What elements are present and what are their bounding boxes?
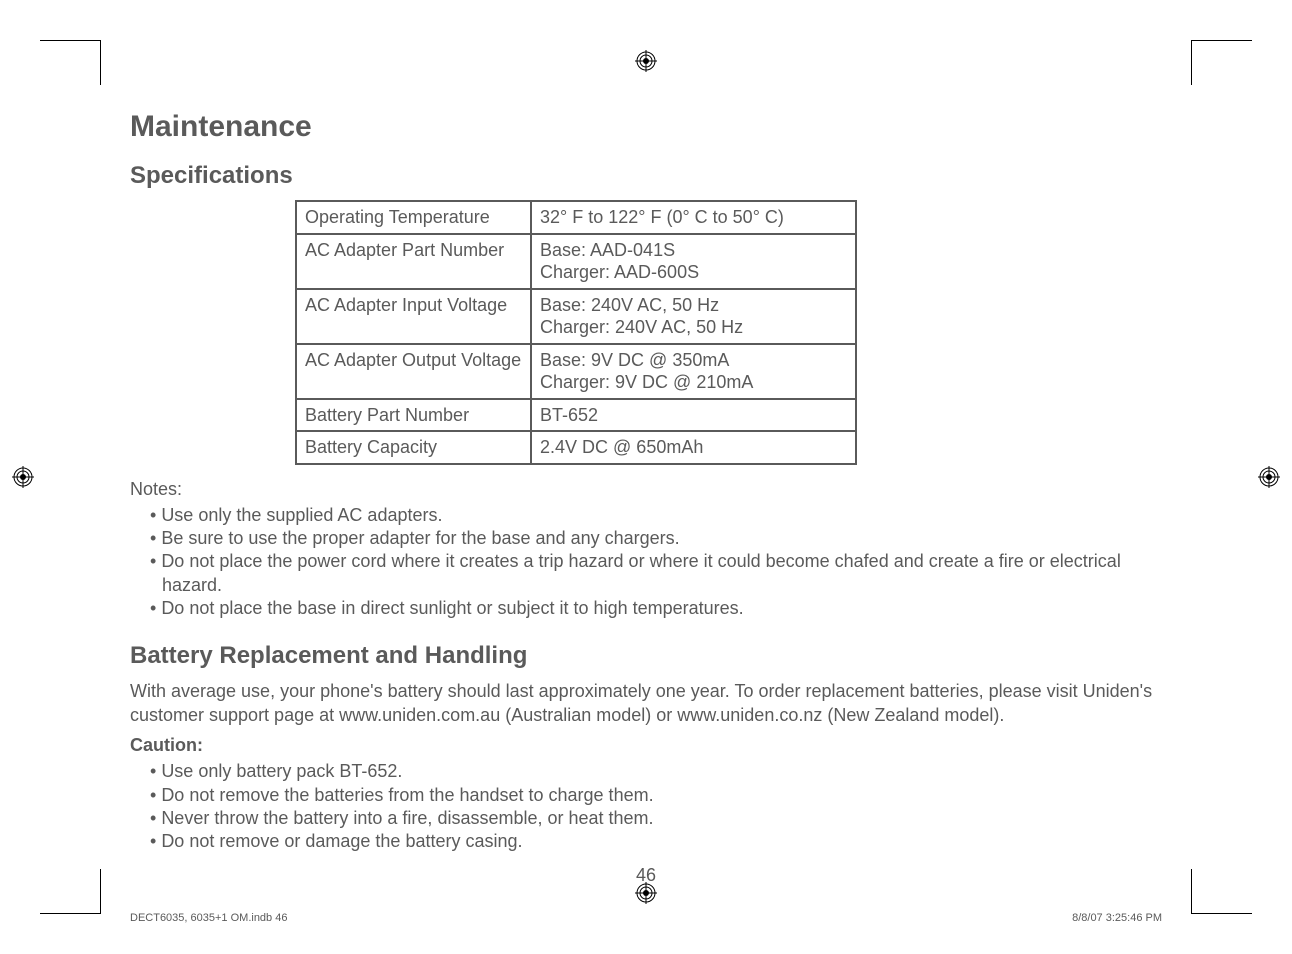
table-row: Battery Part NumberBT-652 [296, 399, 856, 432]
spec-label: AC Adapter Output Voltage [296, 344, 531, 399]
registration-mark-icon [635, 50, 657, 72]
table-row: Operating Temperature32° F to 122° F (0°… [296, 201, 856, 234]
specifications-table: Operating Temperature32° F to 122° F (0°… [295, 200, 857, 465]
table-row: AC Adapter Part NumberBase: AAD-041SChar… [296, 234, 856, 289]
spec-value: 2.4V DC @ 650mAh [531, 431, 856, 464]
page-content: Maintenance Specifications Operating Tem… [130, 110, 1160, 854]
crop-mark [1191, 40, 1192, 85]
spec-label: Operating Temperature [296, 201, 531, 234]
list-item: Be sure to use the proper adapter for th… [150, 527, 1160, 550]
list-item: Use only the supplied AC adapters. [150, 504, 1160, 527]
battery-body-text: With average use, your phone's battery s… [130, 680, 1160, 727]
table-row: AC Adapter Input VoltageBase: 240V AC, 5… [296, 289, 856, 344]
crop-mark [1192, 913, 1252, 914]
list-item: Do not place the power cord where it cre… [150, 550, 1160, 597]
list-item: Do not remove or damage the battery casi… [150, 830, 1160, 853]
table-row: AC Adapter Output VoltageBase: 9V DC @ 3… [296, 344, 856, 399]
list-item: Do not place the base in direct sunlight… [150, 597, 1160, 620]
heading-maintenance: Maintenance [130, 110, 1160, 144]
footer-left: DECT6035, 6035+1 OM.indb 46 [130, 912, 287, 924]
spec-label: Battery Part Number [296, 399, 531, 432]
table-row: Battery Capacity2.4V DC @ 650mAh [296, 431, 856, 464]
spec-value: Base: 240V AC, 50 HzCharger: 240V AC, 50… [531, 289, 856, 344]
list-item: Do not remove the batteries from the han… [150, 784, 1160, 807]
spec-value: Base: AAD-041SCharger: AAD-600S [531, 234, 856, 289]
heading-specifications: Specifications [130, 162, 1160, 190]
spec-value: Base: 9V DC @ 350mACharger: 9V DC @ 210m… [531, 344, 856, 399]
spec-label: Battery Capacity [296, 431, 531, 464]
crop-mark [1191, 869, 1192, 914]
crop-mark [40, 40, 100, 41]
registration-mark-icon [1258, 466, 1280, 488]
crop-mark [100, 869, 101, 914]
caution-list: Use only battery pack BT-652.Do not remo… [130, 760, 1160, 854]
spec-label: AC Adapter Part Number [296, 234, 531, 289]
crop-mark [100, 40, 101, 85]
heading-battery: Battery Replacement and Handling [130, 642, 1160, 670]
spec-label: AC Adapter Input Voltage [296, 289, 531, 344]
crop-mark [1192, 40, 1252, 41]
notes-label: Notes: [130, 479, 1160, 500]
list-item: Use only battery pack BT-652. [150, 760, 1160, 783]
spec-value: 32° F to 122° F (0° C to 50° C) [531, 201, 856, 234]
caution-label: Caution: [130, 735, 1160, 756]
footer-right: 8/8/07 3:25:46 PM [1072, 912, 1162, 924]
crop-mark [40, 913, 100, 914]
list-item: Never throw the battery into a fire, dis… [150, 807, 1160, 830]
notes-list: Use only the supplied AC adapters.Be sur… [130, 504, 1160, 621]
page-number: 46 [636, 865, 656, 886]
spec-value: BT-652 [531, 399, 856, 432]
registration-mark-icon [12, 466, 34, 488]
